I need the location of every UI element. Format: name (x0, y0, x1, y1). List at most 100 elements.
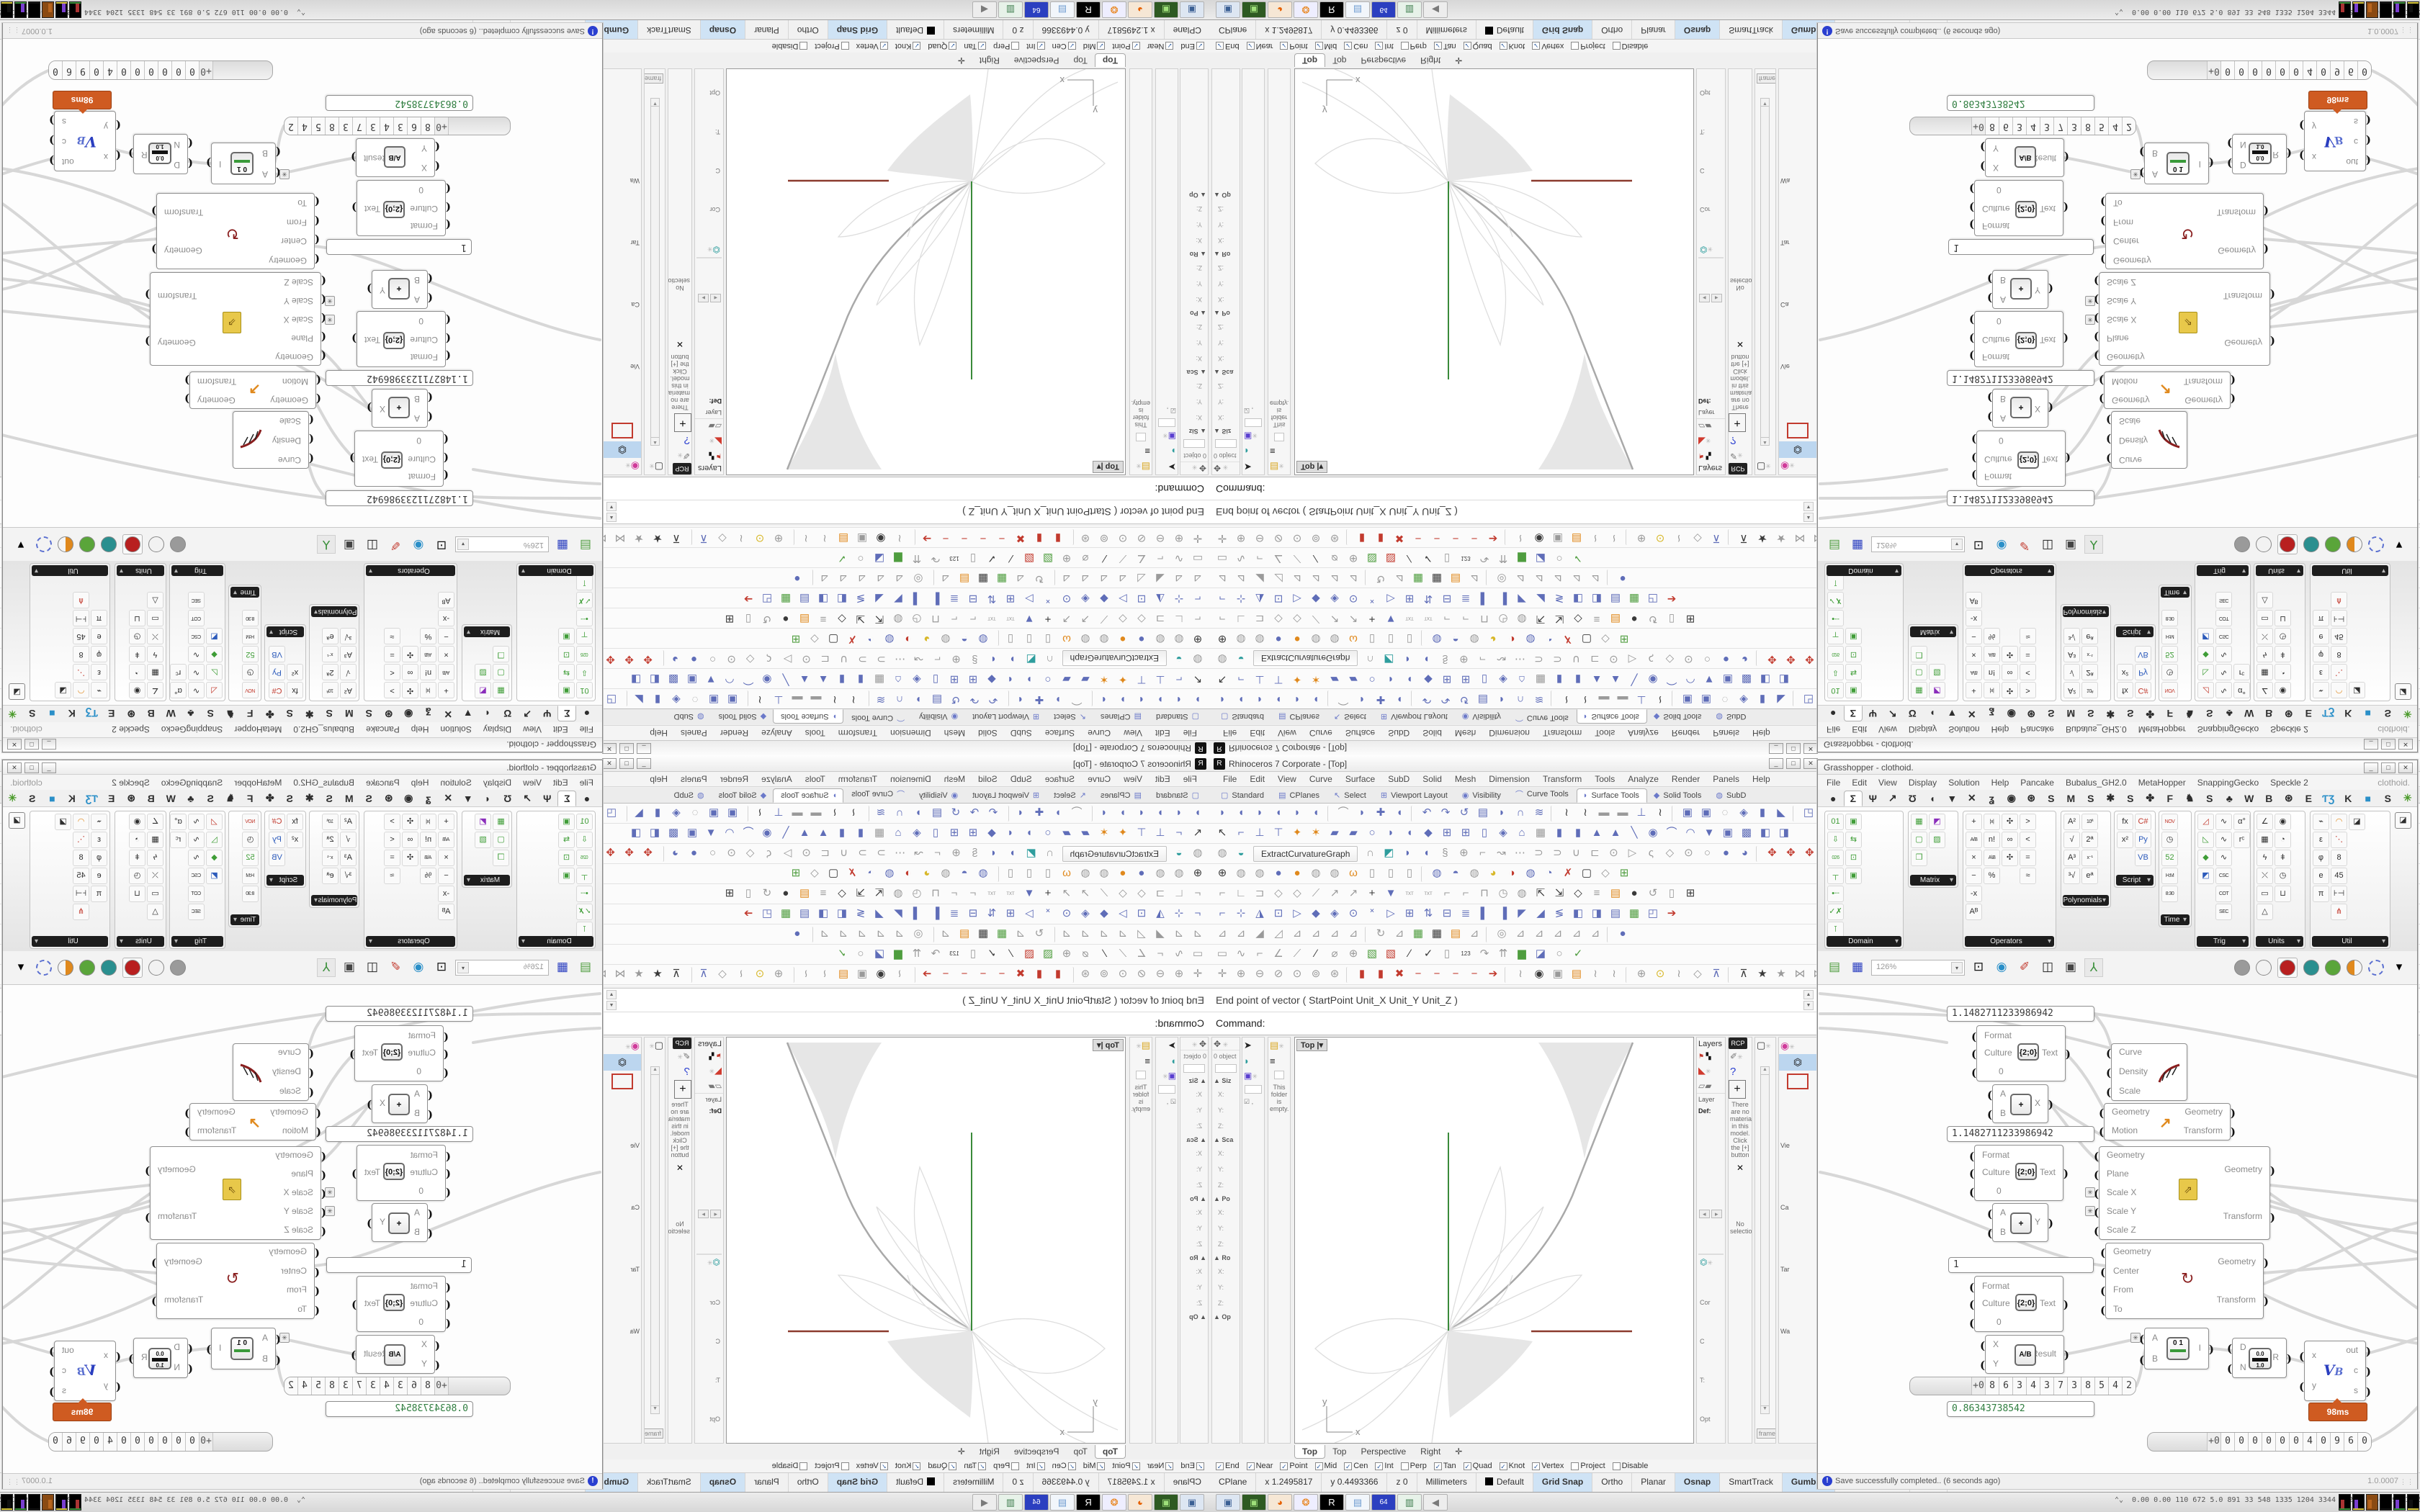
custom-orange-sphere[interactable] (58, 960, 73, 976)
toolbar-icon[interactable]: ◑ (905, 866, 912, 879)
gh-component[interactable]: A(B(X) + (367, 389, 433, 428)
wire-hook[interactable]: ) (2048, 1098, 2053, 1111)
component-icon[interactable]: ∞ (2002, 832, 2018, 848)
component-icon[interactable]: △ (147, 904, 163, 920)
toolbar-icon[interactable]: ⌐ (951, 613, 958, 626)
camera-icon[interactable]: ⏣ (604, 1054, 641, 1071)
gh-component[interactable]: A(B(X) + (367, 1084, 433, 1123)
boxedit-panel[interactable]: ✥ ✳ 0 object ▲ Siz X: Y: Z: ▲ Sca X: Y: Z: ▲ Po X… (1180, 68, 1209, 475)
component-icon[interactable]: ∿ (2215, 814, 2232, 830)
toolbar-icon[interactable]: ▤ (1610, 593, 1621, 606)
component-icon[interactable]: ∠ (2257, 814, 2273, 830)
toolbar-icon[interactable]: ◨ (1591, 593, 1603, 606)
preview-shaded-sphere[interactable] (122, 534, 143, 554)
toolbar-icon[interactable]: ▼ (1023, 613, 1035, 626)
toolbar-icon[interactable]: ⋈ (614, 967, 626, 980)
output-y[interactable]: Y (2034, 285, 2040, 295)
output-s[interactable]: s (62, 1385, 66, 1395)
toolbar-icon[interactable]: − (1471, 532, 1478, 545)
default-layer-row[interactable]: Def: (1698, 397, 1711, 405)
toolbar-icon[interactable]: ◤ (1518, 593, 1526, 606)
status-grid-snap[interactable]: Grid Snap (1533, 1473, 1593, 1492)
menu-item-transform[interactable]: Transform (838, 728, 878, 738)
toolbar-icon[interactable]: ◪ (874, 552, 885, 565)
input-y[interactable]: Y (1993, 143, 1999, 153)
component-icon[interactable]: 8 (73, 646, 89, 662)
input-curve[interactable]: Curve (2119, 455, 2143, 465)
toolbar-icon[interactable]: − (1415, 967, 1422, 980)
toolbar-icon[interactable]: ◇ (745, 653, 755, 666)
osnap-end[interactable]: ✓ End (1180, 42, 1204, 50)
toolbar-icon[interactable]: ⇱ (874, 613, 884, 626)
toolbar-icon[interactable]: ✦ (1292, 826, 1302, 839)
gh-category-tab-17[interactable]: F (2166, 792, 2174, 804)
component-icon[interactable]: ▢ (1911, 664, 1927, 680)
gh-menu-item-view[interactable]: View (523, 724, 542, 735)
toolbar-icon[interactable]: ▯ (1368, 866, 1376, 879)
taskbar-app-screen-capture-tool[interactable]: ▣ (1180, 1494, 1204, 1511)
wire-hook[interactable]: ) (2365, 134, 2371, 147)
component-icon[interactable]: ≈ (2020, 628, 2036, 644)
definition-canvas[interactable]: 1.1482711233986942()Format(Culture({2;0}… (3, 985, 602, 1473)
boxedit-axis-field[interactable]: X: (1218, 1091, 1224, 1098)
toolbar-icon[interactable]: ⊞ (949, 673, 959, 686)
toolbar-icon[interactable]: ▼ (1703, 673, 1715, 686)
preview-selection-circle[interactable] (2368, 536, 2384, 552)
boxedit-axis-field[interactable]: Z: (1196, 1241, 1202, 1248)
close-button[interactable]: ✕ (602, 743, 617, 754)
input-density[interactable]: Density (272, 436, 301, 446)
toolbar-icon[interactable]: ⊿ (1062, 927, 1072, 940)
gh-category-tab-0[interactable]: ● (583, 708, 590, 720)
wire-hook[interactable]: ) (2063, 201, 2069, 214)
component-icon[interactable]: ≈ (384, 868, 400, 884)
toolbar-icon[interactable]: ⊿ (1394, 927, 1404, 940)
gh-category-tab-8[interactable]: ʓ (426, 708, 431, 720)
wire-hook[interactable]: ) (351, 1298, 357, 1311)
toolbar-icon[interactable]: ↗ (1080, 886, 1090, 899)
wire-hook[interactable]: ) (2063, 1298, 2069, 1311)
toolbar-icon[interactable]: ◗ (1219, 806, 1226, 819)
input-x[interactable]: X (421, 163, 427, 173)
toolbar-icon[interactable]: ⌐ (1479, 846, 1486, 859)
gh-category-tab-19[interactable]: S (207, 792, 214, 804)
toolbar-icon[interactable]: ▮ (1574, 673, 1582, 686)
component-icon[interactable]: 2ª (2081, 832, 2098, 848)
toolbar-icon[interactable]: ▆ (894, 947, 902, 960)
component-icon[interactable]: ▦ (147, 664, 163, 680)
checkbox-icon[interactable]: ✓ (949, 1462, 957, 1470)
component-icon[interactable]: △ (2257, 904, 2273, 920)
toolbar-icon[interactable]: ▧ (1366, 552, 1378, 565)
component-icon[interactable]: ◪ (2349, 682, 2365, 698)
toolbar-icon[interactable]: ▭ (1192, 552, 1204, 565)
toolbar-icon[interactable]: ▯ (932, 673, 939, 686)
toolbar-icon[interactable]: ◖ (1007, 826, 1014, 839)
scroller-digit[interactable]: +0 (435, 117, 449, 135)
component-icon[interactable]: ∿ (2215, 850, 2232, 866)
toolbar-icon[interactable]: ◗ (1498, 693, 1505, 706)
toolbar-icon[interactable]: ▦ (1535, 826, 1546, 839)
wire-hook[interactable]: ) (145, 1211, 151, 1224)
component-icon[interactable]: fx (287, 682, 303, 698)
checkbox-icon[interactable]: ✓ (1131, 42, 1140, 50)
gh-component[interactable]: Geometry(Center(From(To(Geometry) Transfo… (2100, 193, 2269, 269)
component-icon[interactable]: ✓✗ (1827, 904, 1844, 920)
toolbar-icon[interactable]: ⊙ (1118, 532, 1128, 545)
toolbar-icon[interactable]: ∪ (840, 653, 848, 666)
viewport-tab-top[interactable]: Top (1294, 1444, 1326, 1459)
wire-hook[interactable]: ( (2227, 1342, 2233, 1355)
layers-panel[interactable]: Layers ⚑ ▚ ◣✳ ▱▰ Layer Def: ◂ ▸ ⏣✳ Cor C T:… (1696, 68, 1726, 475)
component-icon[interactable]: ⊺ (1827, 574, 1844, 590)
toolbar-icon[interactable]: ◢ (1156, 927, 1165, 940)
menu-item-mesh[interactable]: Mesh (1454, 728, 1476, 738)
format-component[interactable]: Format(Culture({2;0} Text) 0( (1969, 180, 2069, 236)
scroller-track[interactable] (449, 1377, 510, 1395)
toolbar-icon[interactable]: ◪ (874, 947, 885, 960)
taskbar-app-volume[interactable]: ◀ (972, 1, 997, 18)
toolbar-tab-select[interactable]: ↖ Select (1334, 791, 1366, 801)
toolbar-icon[interactable]: ⊼ (672, 967, 681, 980)
component-icon[interactable]: ⊡ (558, 850, 575, 866)
gh-menu-item-help[interactable]: Help (1991, 777, 2009, 788)
add-material-button[interactable]: + (674, 1080, 691, 1099)
wire-hook[interactable]: ( (2094, 349, 2099, 362)
